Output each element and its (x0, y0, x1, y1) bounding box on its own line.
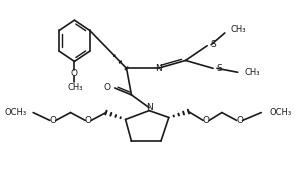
Text: S: S (216, 64, 222, 73)
Text: S: S (210, 40, 216, 49)
Text: O: O (104, 84, 111, 93)
Text: O: O (49, 116, 56, 125)
Text: O: O (236, 116, 243, 125)
Text: O: O (71, 69, 78, 78)
Text: N: N (146, 103, 152, 112)
Text: O: O (203, 116, 210, 125)
Text: N: N (155, 64, 161, 73)
Text: CH₃: CH₃ (231, 25, 246, 34)
Text: O: O (85, 116, 92, 125)
Text: OCH₃: OCH₃ (4, 108, 26, 117)
Text: CH₃: CH₃ (244, 68, 260, 77)
Text: OCH₃: OCH₃ (269, 108, 291, 117)
Text: CH₃: CH₃ (68, 82, 83, 92)
